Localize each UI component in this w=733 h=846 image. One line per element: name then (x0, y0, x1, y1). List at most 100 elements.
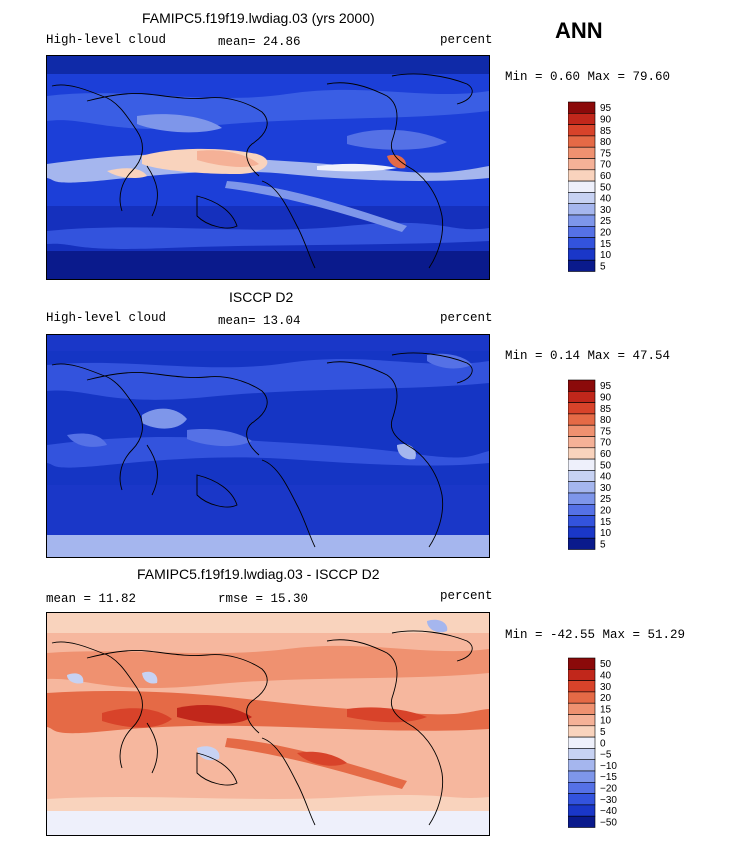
colorbar-tick-label: −40 (600, 806, 617, 817)
panel-2-mean-label: mean= 13.04 (218, 314, 301, 328)
colorbar-tick-label: 95 (600, 381, 612, 392)
colorbar-tick-label: −5 (600, 750, 612, 761)
colorbar-tick-label: 15 (600, 517, 612, 528)
colorbar-swatch (567, 725, 596, 738)
colorbar-swatch (567, 481, 596, 494)
colorbar-tick-label: −30 (600, 795, 617, 806)
colorbar-swatch (567, 793, 596, 806)
panel-2-units-label: percent (440, 311, 493, 325)
panel-1-minmax: Min = 0.60 Max = 79.60 (505, 70, 671, 84)
panel-2-colorbar: 95 90 85 80 75 70 60 50 40 30 25 20 15 10 5 (567, 379, 628, 559)
panel-2-variable-label: High-level cloud (46, 311, 167, 325)
colorbar-tick-label: 25 (600, 216, 612, 227)
panel-1-map-svg (47, 56, 489, 279)
colorbar-tick-label: 20 (600, 227, 612, 238)
colorbar-tick-label: 95 (600, 103, 612, 114)
colorbar-swatch (567, 702, 596, 715)
panel-2-map-svg (47, 335, 489, 557)
panel-3-mean-label: mean = 11.82 (46, 592, 137, 606)
colorbar-tick-label: 90 (600, 114, 612, 125)
colorbar-swatch (567, 101, 596, 114)
colorbar-swatch (567, 158, 596, 171)
colorbar-tick-label: 60 (600, 449, 612, 460)
colorbar-swatch (567, 470, 596, 483)
colorbar-tick-label: 60 (600, 171, 612, 182)
colorbar-tick-label: 50 (600, 460, 612, 471)
panel-3-minmax: Min = -42.55 Max = 51.29 (505, 628, 686, 642)
colorbar-swatch (567, 203, 596, 216)
colorbar-tick-label: 70 (600, 160, 612, 171)
colorbar-tick-label: 10 (600, 528, 612, 539)
panel-3-colorbar: 50 40 30 20 15 10 5 0 −5 −10 −15 −20 −30 −40 −50 (567, 657, 628, 837)
colorbar-tick-label: 50 (600, 659, 612, 670)
colorbar-tick-label: 5 (600, 261, 606, 272)
colorbar-tick-label: 30 (600, 682, 612, 693)
colorbar-swatch (567, 748, 596, 761)
colorbar-tick-label: 5 (600, 539, 606, 550)
colorbar-swatch (567, 458, 596, 471)
colorbar-swatch (567, 736, 596, 749)
colorbar-tick-label: 75 (600, 148, 612, 159)
colorbar-tick-label: 90 (600, 392, 612, 403)
colorbar-tick-label: 40 (600, 472, 612, 483)
colorbar-swatch (567, 770, 596, 783)
colorbar-swatch (567, 504, 596, 516)
colorbar-tick-label: 80 (600, 137, 612, 148)
colorbar-tick-label: 15 (600, 704, 612, 715)
colorbar-swatch (567, 169, 596, 182)
colorbar-tick-label: 25 (600, 494, 612, 505)
colorbar-swatch (567, 447, 596, 460)
panel-2-minmax: Min = 0.14 Max = 47.54 (505, 349, 671, 363)
panel-2-map (46, 334, 490, 558)
panel-1-mean-label: mean= 24.86 (218, 35, 301, 49)
colorbar-swatch (567, 391, 596, 403)
colorbar-tick-label: 30 (600, 483, 612, 494)
panel-3-map (46, 612, 490, 836)
colorbar-tick-label: 5 (600, 727, 606, 738)
colorbar-swatch (567, 237, 596, 250)
colorbar-swatch (567, 259, 596, 272)
colorbar-tick-label: 30 (600, 205, 612, 216)
colorbar-swatch (567, 192, 596, 205)
colorbar-swatch (567, 782, 596, 794)
colorbar-tick-label: 80 (600, 415, 612, 426)
colorbar-swatch (567, 815, 596, 828)
colorbar-swatch (567, 402, 596, 415)
colorbar-tick-label: 10 (600, 716, 612, 727)
panel-1-variable-label: High-level cloud (46, 33, 167, 47)
panel-2-title: ISCCP D2 (229, 289, 294, 305)
colorbar-tick-label: −20 (600, 783, 617, 794)
colorbar-swatch (567, 537, 596, 550)
colorbar-swatch (567, 492, 596, 505)
colorbar-tick-label: 40 (600, 194, 612, 205)
panel-3-title: FAMIPC5.f19f19.lwdiag.03 - ISCCP D2 (137, 566, 380, 582)
colorbar-swatch (567, 680, 596, 693)
colorbar-tick-label: −15 (600, 772, 617, 783)
panel-1-colorbar: 95 90 85 80 75 70 60 50 40 30 25 20 15 10 5 (567, 101, 628, 281)
colorbar-swatch (567, 113, 596, 125)
colorbar-tick-label: 15 (600, 239, 612, 250)
colorbar-swatch (567, 691, 596, 704)
colorbar-swatch (567, 135, 596, 148)
colorbar-tick-label: −10 (600, 761, 617, 772)
colorbar-tick-label: 0 (600, 738, 606, 749)
panel-3-map-svg (47, 613, 489, 835)
colorbar-swatch (567, 669, 596, 681)
colorbar-swatch (567, 714, 596, 727)
panel-3-rmse-label: rmse = 15.30 (218, 592, 309, 606)
colorbar-tick-label: 10 (600, 250, 612, 261)
colorbar-swatch (567, 226, 596, 238)
colorbar-tick-label: 85 (600, 126, 612, 137)
colorbar-tick-label: 75 (600, 426, 612, 437)
colorbar-swatch (567, 526, 596, 539)
colorbar-tick-label: 40 (600, 670, 612, 681)
season-label: ANN (555, 18, 603, 43)
colorbar-tick-label: 20 (600, 693, 612, 704)
colorbar-swatch (567, 804, 596, 817)
panel-1-units-label: percent (440, 33, 493, 47)
colorbar-swatch (567, 657, 596, 670)
panel-1-map (46, 55, 490, 280)
colorbar-swatch (567, 759, 596, 772)
